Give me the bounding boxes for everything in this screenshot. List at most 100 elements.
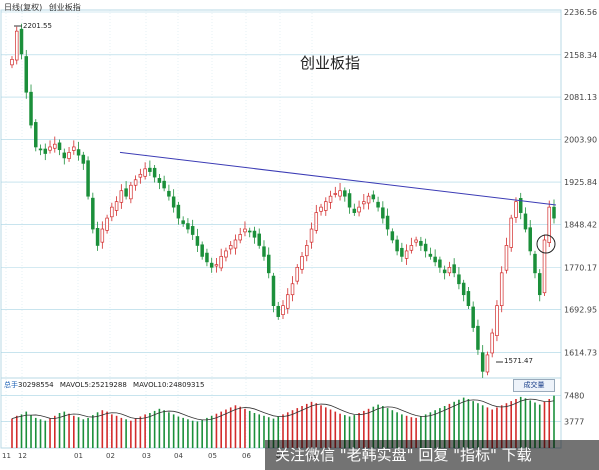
candle-body xyxy=(114,201,119,211)
candle-body xyxy=(24,56,29,93)
candle-body xyxy=(305,245,309,257)
candle-body xyxy=(72,146,76,151)
candle-body xyxy=(452,264,456,274)
candle-body xyxy=(181,220,185,224)
candle-body xyxy=(404,250,409,259)
highlight-circle xyxy=(536,234,556,254)
candle-body xyxy=(371,194,376,200)
candle-body xyxy=(281,305,285,315)
candle-body xyxy=(476,325,480,350)
candle-body xyxy=(205,252,209,263)
candle-body xyxy=(195,236,200,246)
candle-body xyxy=(86,160,90,197)
candle-body xyxy=(238,234,242,241)
candle-body xyxy=(343,190,347,197)
candle-body xyxy=(324,201,328,211)
candle-body xyxy=(43,148,48,154)
candle-body xyxy=(15,30,19,61)
candle-body xyxy=(219,256,223,269)
price-tick-label: 1614.73 xyxy=(564,348,597,357)
candle-body xyxy=(433,256,437,263)
candle-body xyxy=(495,305,499,336)
candle-body xyxy=(518,198,523,213)
candle-body xyxy=(523,213,528,230)
candle-body xyxy=(309,228,314,243)
candle-body xyxy=(148,167,152,172)
candle-body xyxy=(352,208,357,213)
candle-body xyxy=(528,227,532,252)
candle-body xyxy=(271,275,276,307)
candle-body xyxy=(262,246,266,257)
candle-body xyxy=(442,269,447,274)
candle-body xyxy=(509,217,513,248)
date-tick-label: 04 xyxy=(174,452,183,460)
candle-body xyxy=(138,173,143,178)
candle-body xyxy=(485,354,490,373)
price-tick-label: 1692.95 xyxy=(564,306,597,315)
candle-body xyxy=(357,206,361,213)
candle-body xyxy=(471,306,475,328)
candle-body xyxy=(257,233,261,246)
candle-body xyxy=(105,217,109,231)
period-label[interactable]: 日线(复权) xyxy=(4,3,43,12)
candle-body xyxy=(62,152,67,159)
price-axis-labels: 2236.56 2158.34 2081.13 2003.90 1925.84 1848.… xyxy=(564,8,597,357)
candle-body xyxy=(19,28,24,55)
price-tick-label: 2081.13 xyxy=(564,93,597,102)
candle-body xyxy=(385,215,390,230)
candle-body xyxy=(224,250,228,258)
candle-body xyxy=(157,178,162,183)
candle-body xyxy=(38,148,43,151)
index-name-label: 创业板指 xyxy=(48,3,81,12)
candle-body xyxy=(81,154,86,164)
mavol10-label: MAVOL10: xyxy=(133,381,169,389)
candle-body xyxy=(400,247,404,257)
candle-body xyxy=(276,305,280,317)
candle-body xyxy=(76,149,81,156)
candle-body xyxy=(537,273,542,296)
candle-body xyxy=(419,240,423,246)
chart-header: 日线(复权) 创业板指 xyxy=(4,2,85,13)
candle-body xyxy=(110,206,114,218)
candlestick-series xyxy=(10,23,556,378)
candle-body xyxy=(414,239,418,243)
candle-body xyxy=(466,291,471,307)
candle-body xyxy=(514,201,518,218)
candle-body xyxy=(10,59,14,66)
date-tick-label: 03 xyxy=(142,452,151,460)
price-tick-label: 2158.34 xyxy=(564,51,597,60)
candle-body xyxy=(176,204,181,219)
candle-body xyxy=(186,223,190,230)
candle-body xyxy=(319,206,323,212)
candle-body xyxy=(461,282,466,296)
candle-body xyxy=(228,245,233,250)
date-tick-label: 01 xyxy=(74,452,83,460)
candle-body xyxy=(328,195,333,203)
candle-body xyxy=(48,146,52,151)
mavol5-value: 25219288 xyxy=(91,381,127,389)
candle-body xyxy=(447,266,452,274)
candle-body xyxy=(34,122,38,148)
candle-body xyxy=(119,190,124,203)
candle-body xyxy=(347,193,352,208)
candle-body xyxy=(552,206,556,219)
candle-body xyxy=(300,256,304,270)
mavol5-label: MAVOL5: xyxy=(59,381,92,389)
low-annotation: 1571.47 xyxy=(504,357,533,365)
candle-body xyxy=(333,193,338,195)
candle-body xyxy=(53,143,57,149)
candle-body xyxy=(57,142,62,151)
candle-body xyxy=(162,180,166,189)
candle-body xyxy=(542,239,547,294)
candle-body xyxy=(490,332,494,354)
candle-body xyxy=(338,190,342,197)
candle-body xyxy=(423,243,428,252)
candle-body xyxy=(167,190,171,197)
volume-indicator-button[interactable]: 成交量 xyxy=(513,379,555,392)
price-tick-label: 1848.42 xyxy=(564,220,597,229)
price-grid xyxy=(1,10,561,448)
candle-body xyxy=(152,167,157,178)
total-volume-value: 30298554 xyxy=(18,381,54,389)
